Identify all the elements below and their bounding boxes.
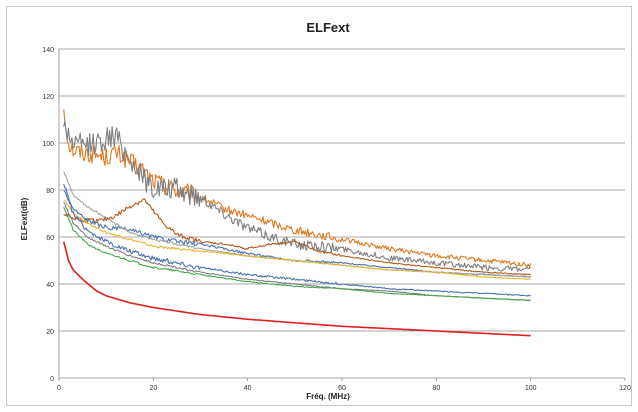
axes bbox=[58, 49, 626, 381]
chart-frame: ELFext Fréq. (MHz) ELFext(dB) 0 20 40 60 80 1… bbox=[6, 6, 632, 406]
x-axis-label: Fréq. (MHz) bbox=[306, 392, 350, 401]
y-tick-label: 60 bbox=[46, 235, 54, 242]
y-tick-label: 20 bbox=[46, 329, 54, 336]
x-tick-label: 20 bbox=[149, 385, 157, 392]
y-tick-label: 40 bbox=[46, 282, 54, 289]
x-tick-label: 100 bbox=[525, 385, 537, 392]
series-lines bbox=[62, 109, 532, 337]
series-line-3 bbox=[63, 198, 531, 276]
tick-labels: 0 20 40 60 80 100 120 140 0 20 40 60 80 100 120 bbox=[42, 47, 631, 392]
x-tick-label: 60 bbox=[338, 385, 346, 392]
x-tick-label: 120 bbox=[619, 385, 631, 392]
series-line-1 bbox=[63, 109, 532, 268]
y-tick-label: 100 bbox=[42, 141, 54, 148]
elfext-chart: ELFext Fréq. (MHz) ELFext(dB) 0 20 40 60 80 1… bbox=[20, 20, 631, 401]
x-tick-label: 0 bbox=[57, 385, 61, 392]
y-tick-label: 140 bbox=[42, 47, 54, 54]
series-line-9 bbox=[63, 206, 531, 302]
y-axis-label: ELFext(dB) bbox=[20, 197, 29, 240]
x-tick-label: 80 bbox=[432, 385, 440, 392]
series-line-10 bbox=[62, 241, 531, 337]
chart-title: ELFext bbox=[306, 20, 350, 35]
gridlines bbox=[59, 48, 625, 332]
series-line-2 bbox=[63, 120, 531, 272]
series-line-7 bbox=[63, 183, 532, 297]
y-tick-label: 80 bbox=[46, 188, 54, 195]
x-tick-label: 40 bbox=[244, 385, 252, 392]
y-tick-label: 0 bbox=[50, 376, 54, 383]
y-tick-label: 120 bbox=[42, 94, 54, 101]
series-line-6 bbox=[63, 199, 531, 280]
